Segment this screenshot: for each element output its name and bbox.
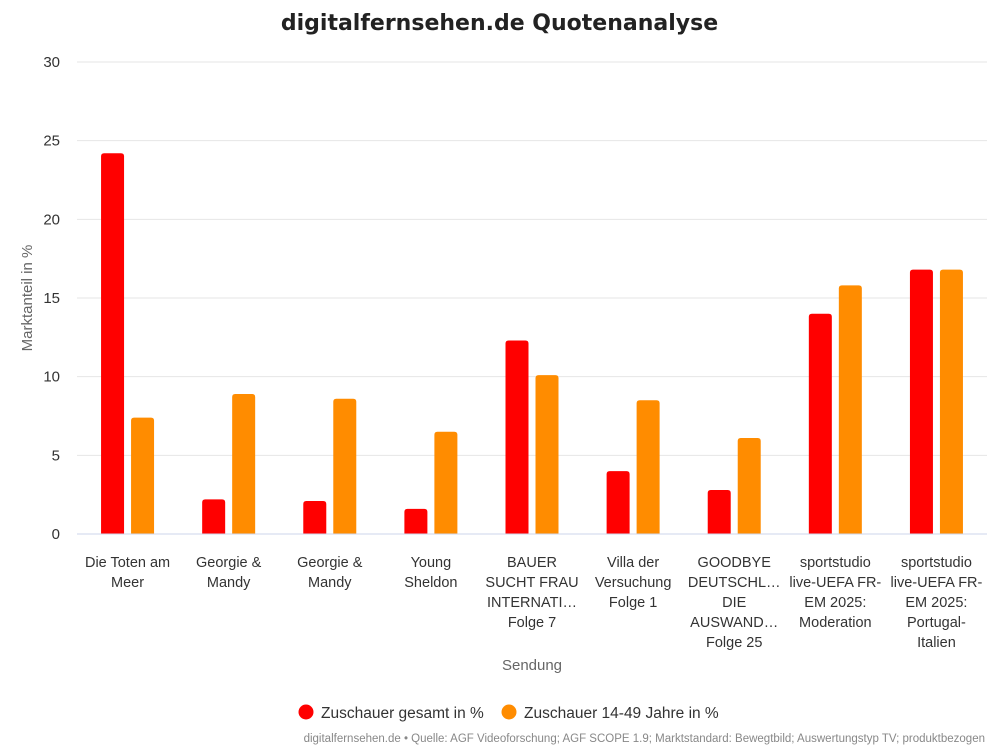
gridlines [77,61,987,456]
y-tick-label: 15 [43,290,60,307]
bar-gesamt[interactable] [606,471,630,534]
y-axis-title: Marktanteil in % [19,245,36,352]
x-tick-label-line: Folge 1 [609,595,657,611]
x-tick-label-line: Villa der [607,555,659,571]
legend: Zuschauer gesamt in % Zuschauer 14-49 Jah… [298,704,719,723]
bar-14-49[interactable] [333,398,357,534]
x-tick-label-line: BAUER [507,555,557,571]
y-tick-label: 10 [43,369,60,386]
y-tick-label: 0 [52,526,60,543]
x-tick-label-line: Sheldon [404,575,457,591]
x-tick-label: GOODBYE DEUTSCHL… DIE AUSWAND… Folge 25 [688,555,781,651]
legend-item[interactable]: Zuschauer 14-49 Jahre in % [501,704,719,723]
x-tick-label: Young Sheldon [404,555,457,591]
x-tick-label-line: sportstudio [901,555,972,571]
y-tick-label: 20 [43,211,60,228]
x-tick-label-line: Mandy [207,575,251,591]
bar-gesamt[interactable] [202,499,226,534]
x-tick-label-line: Young [411,555,452,571]
legend-marker [298,704,314,720]
bar-14-49[interactable] [636,400,660,534]
x-tick-label: Georgie & Mandy [297,555,363,591]
x-tick-label: Georgie & Mandy [196,555,262,591]
x-tick-label: Villa der Versuchung Folge 1 [595,555,672,611]
x-tick-label-line: Georgie & [196,555,262,571]
y-axis-ticks: 0 5 10 15 20 25 30 [43,54,60,543]
bar-14-49[interactable] [434,431,458,534]
x-tick-label-line: Folge 7 [508,615,556,631]
x-tick-label: sportstudio live-UEFA FR- EM 2025: Portugal… [891,555,983,651]
bar-gesamt[interactable] [909,269,933,534]
x-tick-label-line: Mandy [308,575,352,591]
x-axis-ticks: Die Toten am Meer Georgie & Mandy Georgie & M… [85,555,983,651]
x-tick-label-line: Moderation [799,615,872,631]
credits: digitalfernsehen.de • Quelle: AGF Videof… [304,733,985,745]
x-tick-label-line: AUSWAND… [690,615,778,631]
x-tick-label: sportstudio live-UEFA FR- EM 2025: Moderati… [789,555,881,631]
bar-gesamt[interactable] [101,153,125,534]
x-tick-label-line: INTERNATI… [487,595,577,611]
x-tick-label: BAUER SUCHT FRAU INTERNATI… Folge 7 [485,555,578,631]
bar-14-49[interactable] [131,417,155,534]
x-tick-label-line: live-UEFA FR- [891,575,983,591]
x-tick-label-line: DIE [722,595,747,611]
x-tick-label-line: Portugal- [907,615,966,631]
bar-gesamt[interactable] [808,313,832,534]
x-tick-label-line: Folge 25 [706,635,762,651]
legend-label: Zuschauer 14-49 Jahre in % [524,705,719,722]
x-tick-label-line: GOODBYE [698,555,772,571]
x-tick-label-line: Die Toten am [85,555,170,571]
chart-title: digitalfernsehen.de Quotenanalyse [281,11,718,36]
bar-gesamt[interactable] [707,489,731,534]
legend-marker [501,704,517,720]
bar-14-49[interactable] [939,269,963,534]
x-tick-label-line: live-UEFA FR- [789,575,881,591]
x-tick-label-line: DEUTSCHL… [688,575,781,591]
bar-gesamt[interactable] [303,500,327,534]
x-axis-title: Sendung [502,657,562,674]
bar-gesamt[interactable] [404,508,428,534]
bars [101,153,963,534]
bar-14-49[interactable] [838,285,862,534]
x-tick-label-line: EM 2025: [804,595,866,611]
bar-14-49[interactable] [535,375,559,534]
x-tick-label-line: SUCHT FRAU [485,575,578,591]
bar-14-49[interactable] [232,393,256,534]
y-tick-label: 30 [43,54,60,71]
x-tick-label-line: Versuchung [595,575,672,591]
legend-label: Zuschauer gesamt in % [321,705,484,722]
x-tick-label-line: Italien [917,635,956,651]
y-tick-label: 25 [43,133,60,150]
x-tick-label: Die Toten am Meer [85,555,170,591]
x-tick-label-line: EM 2025: [905,595,967,611]
y-tick-label: 5 [52,447,60,464]
x-tick-label-line: Georgie & [297,555,363,571]
x-tick-label-line: Meer [111,575,144,591]
bar-gesamt[interactable] [505,340,529,534]
bar-14-49[interactable] [737,438,761,534]
x-tick-label-line: sportstudio [800,555,871,571]
legend-item[interactable]: Zuschauer gesamt in % [298,704,485,723]
